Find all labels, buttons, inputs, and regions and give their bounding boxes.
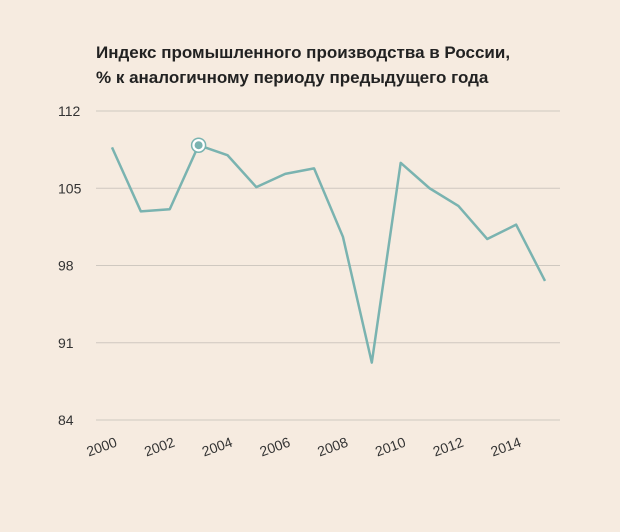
highlight-marker[interactable]: [194, 141, 203, 150]
x-tick-label: 2008: [315, 434, 350, 460]
x-tick-label: 2002: [142, 434, 177, 460]
chart-title-line-1: Индекс промышленного производства в Росс…: [96, 43, 511, 62]
data-point-2006[interactable]: [282, 171, 288, 177]
data-point-2013[interactable]: [484, 236, 490, 242]
x-tick-label: 2004: [200, 434, 235, 460]
data-point-2005[interactable]: [253, 184, 259, 190]
chart-title: Индекс промышленного производства в Росс…: [96, 40, 510, 90]
y-tick-label: 105: [58, 180, 82, 196]
y-tick-label: 84: [58, 412, 74, 428]
series-group: [109, 137, 548, 366]
data-point-2008[interactable]: [340, 234, 346, 240]
data-point-2014[interactable]: [513, 222, 519, 228]
data-point-2001[interactable]: [138, 208, 144, 214]
y-tick-label: 98: [58, 258, 74, 274]
data-point-2007[interactable]: [311, 165, 317, 171]
y-axis-ticks: 84 91 98 105 112: [58, 103, 82, 428]
data-point-2004[interactable]: [224, 152, 230, 158]
x-tick-label: 2014: [488, 434, 523, 460]
y-tick-label: 112: [58, 103, 81, 119]
x-tick-label: 2012: [431, 434, 466, 460]
series-line: [110, 143, 547, 364]
data-point-2009[interactable]: [369, 360, 375, 366]
grid-lines: [96, 110, 560, 421]
x-tick-label: 2006: [257, 434, 292, 460]
data-point-2012[interactable]: [455, 203, 461, 209]
chart-title-line-2: % к аналогичному периоду предыдущего год…: [96, 68, 489, 87]
x-tick-label: 2000: [84, 434, 119, 460]
y-tick-label: 91: [58, 335, 74, 351]
x-axis-ticks: 2000 2002 2004 2006 2008 2010 2012 2014: [84, 434, 523, 460]
data-point-2000[interactable]: [109, 144, 115, 150]
data-point-2002[interactable]: [167, 206, 173, 212]
data-point-2010[interactable]: [398, 160, 404, 166]
data-point-2011[interactable]: [427, 185, 433, 191]
data-point-2015[interactable]: [542, 278, 548, 284]
x-tick-label: 2010: [373, 434, 408, 460]
